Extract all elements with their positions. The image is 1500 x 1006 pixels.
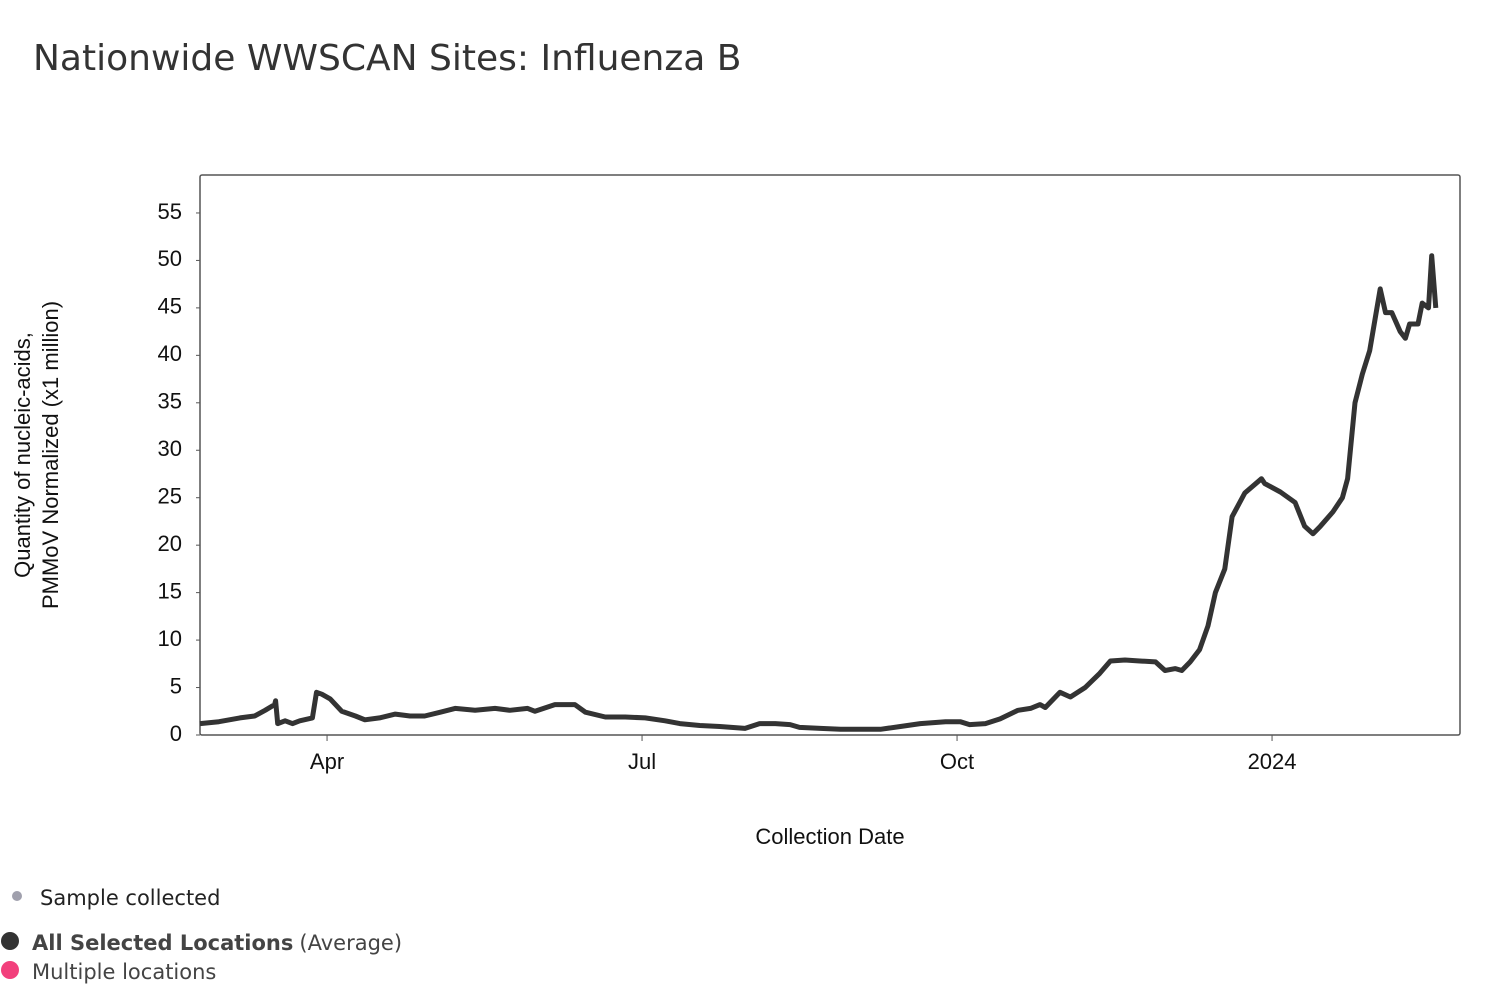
legend-dot (12, 891, 22, 901)
legend-label: All Selected Locations (Average) (32, 931, 402, 955)
x-tick-label: Oct (940, 749, 974, 774)
y-tick-label: 45 (158, 294, 182, 319)
x-tick-label: Apr (310, 749, 344, 774)
legend-label: Multiple locations (32, 960, 216, 984)
y-tick-label: 20 (158, 531, 182, 556)
y-label-line: Quantity of nucleic-acids, (10, 332, 35, 578)
y-tick-label: 50 (158, 246, 182, 271)
y-tick-label: 35 (158, 389, 182, 414)
y-tick-label: 5 (170, 673, 182, 698)
y-axis-title: Quantity of nucleic-acids, PMMoV Normali… (10, 301, 63, 609)
y-tick-label: 40 (158, 341, 182, 366)
y-tick-label: 0 (170, 721, 182, 746)
x-tick-label: Jul (628, 749, 656, 774)
legend-series-suffix: (Average) (299, 931, 402, 955)
y-label-line: PMMoV Normalized (x1 million) (38, 301, 63, 609)
legend-label: Sample collected (40, 886, 220, 910)
data-line (199, 253, 1439, 732)
chart-title: Nationwide WWSCAN Sites: Influenza B (33, 38, 741, 79)
x-axis-title: Collection Date (755, 824, 904, 849)
x-tick-label: 2024 (1248, 749, 1297, 774)
legend-dot (1, 961, 19, 979)
y-tick-label: 15 (158, 578, 182, 603)
legend-dot (1, 932, 19, 950)
y-tick-label: 25 (158, 484, 182, 509)
plot-frame (199, 174, 1461, 736)
y-tick-label: 10 (158, 626, 182, 651)
y-tick-label: 55 (158, 199, 182, 224)
y-tick-label: 30 (158, 436, 182, 461)
legend-series-name: All Selected Locations (32, 931, 293, 955)
